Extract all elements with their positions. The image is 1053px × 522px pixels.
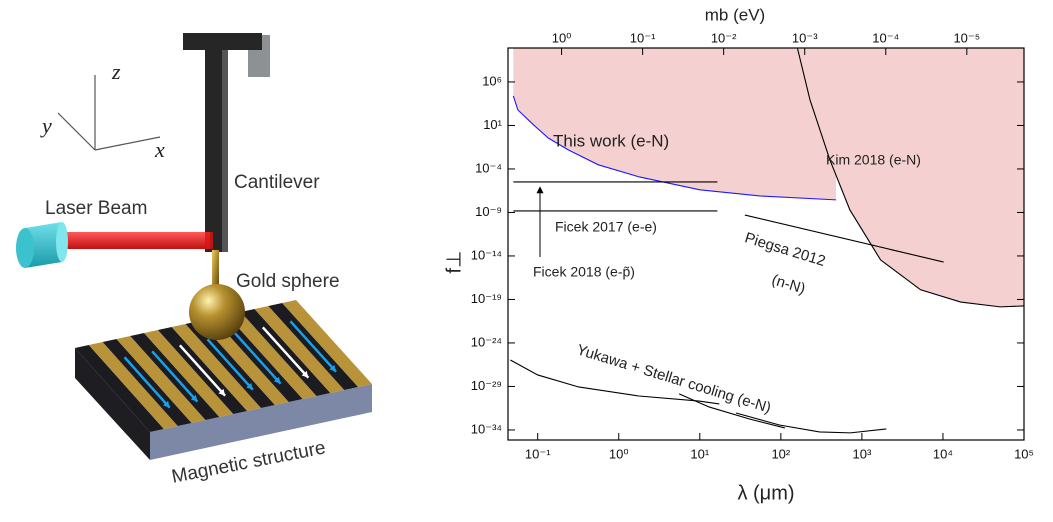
slab-left-face [75,348,150,460]
y-tick-label: 10⁻⁴ [475,160,502,175]
x2-tick-label: 10⁻² [711,30,737,45]
excluded-region [797,48,1024,307]
curve-label: (n-N) [770,271,808,297]
plot-frame [507,47,1025,441]
slab-front-face [150,384,372,460]
constraint-line [678,393,785,429]
x-label: x [154,137,165,162]
x2-tick-label: 10⁻¹ [630,30,656,45]
constraint-line [512,95,837,201]
curve-label: Ficek 2018 (e-p̃) [533,264,635,280]
gold-sphere [189,284,245,340]
x-tick-label: 10¹ [690,446,709,461]
field-arrow [123,356,171,409]
y-tick-label: 10⁻³⁴ [471,421,502,436]
stripe [282,300,372,387]
curve-label: Kim 2018 (e-N) [826,152,921,168]
z-label: z [111,59,121,84]
laser-beam [62,232,210,249]
x-tick-label: 10⁰ [609,446,629,461]
constraint-line [744,214,944,263]
magnetic-structure [75,300,372,460]
tip [212,250,219,290]
coordinate-axes [57,75,161,151]
sphere-label: Gold sphere [236,271,340,292]
y-tick-label: 10⁻¹⁴ [471,247,502,262]
x-axis [94,136,161,151]
field-arrow [234,332,282,385]
y-tick-label: 10¹ [483,117,502,132]
laser-body [25,222,62,268]
field-arrowhead [329,364,337,372]
curve-label: Yukawa + Stellar cooling (e-N) [575,341,773,416]
x-tick-label: 10⁵ [1014,446,1034,461]
x2-tick-label: 10⁻³ [792,30,818,45]
field-arrow [178,344,227,397]
constraint-line [796,47,1025,308]
field-arrowhead [163,400,170,408]
stripe [226,312,317,399]
stripe [254,306,345,393]
field-arrowhead [218,388,226,396]
cantilever-label: Cantilever [234,172,320,193]
constraint-line [510,359,720,405]
field-arrow [151,350,199,403]
stripe [144,330,234,417]
y-axis-label: f⊥ [443,251,465,274]
x-tick-label: 10⁻¹ [525,446,551,461]
chart: This work (e-N) Kim 2018 (e-N) Ficek 2017 … [443,5,1034,504]
x-tick-label: 10³ [853,446,872,461]
excluded-region [513,48,837,200]
stripe [171,324,261,411]
y-tick-label: 10⁻¹⁹ [471,291,502,306]
y-tick-label: 10⁶ [482,73,502,88]
x2-axis-label: mb (eV) [705,5,765,24]
x2-tick-label: 10⁻⁴ [872,30,899,45]
laser-spot [205,232,213,249]
y-axis [57,112,96,151]
x-tick-label: 10⁴ [933,446,953,461]
curve-label: Piegsa 2012 [743,229,828,270]
illustration: z y x Laser Beam Cantilever Gold sphere … [16,33,372,488]
field-arrowhead [246,382,253,390]
field-arrow [206,338,254,391]
x-tick-label: 10² [771,446,790,461]
curve-label: This work (e-N) [553,131,669,150]
y-tick-label: 10⁻²⁹ [471,378,502,393]
field-arrow [289,320,337,373]
cantilever-edge [222,50,228,252]
constraint-line [735,412,887,434]
field-arrowhead [273,376,281,384]
curve-label: Ficek 2017 (e-e) [555,219,657,235]
y-label: y [40,113,52,138]
field-arrowhead [190,394,198,402]
x-axis-label: λ (μm) [737,482,794,504]
y-tick-label: 10⁻⁹ [475,204,502,219]
x2-tick-label: 10⁻⁵ [953,30,980,45]
y-tick-label: 10⁻²⁴ [471,334,502,349]
x2-tick-label: 10⁰ [552,30,572,45]
laser-label: Laser Beam [45,198,147,219]
stripe [88,342,178,429]
stripe [116,336,206,423]
laser-end [16,228,34,268]
field-arrowhead [301,370,309,378]
laser-front [56,222,68,262]
stripe [75,345,164,432]
field-arrow [261,326,310,379]
stripe [199,318,289,405]
